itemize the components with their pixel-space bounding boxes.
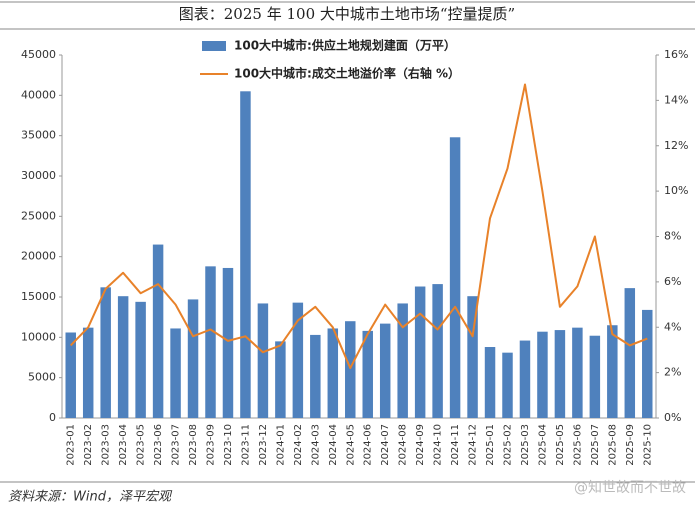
bar [187,299,199,418]
bar [257,303,269,418]
bar [170,328,181,418]
bar [222,267,234,418]
y-tick-label: 15000 [21,290,56,303]
bar [572,327,583,418]
legend-swatch [202,41,226,51]
y-tick-label: 45000 [21,48,56,61]
bar [152,244,164,418]
y2-tick-label: 12% [664,139,688,152]
bar [502,352,513,418]
x-tick-label: 2024-02 [293,424,304,466]
bar [205,266,216,418]
y2-tick-label: 4% [664,320,681,333]
x-tick-label: 2024-12 [468,424,479,466]
x-tick-label: 2024-11 [450,424,461,466]
bar [379,323,391,418]
bar [537,331,548,418]
x-tick-label: 2024-06 [363,424,374,466]
x-tick-label: 2023-04 [118,424,129,466]
y-tick-label: 35000 [21,129,56,142]
x-tick-label: 2025-04 [537,424,548,466]
bar [345,321,356,418]
y2-tick-label: 10% [664,184,688,197]
x-tick-label: 2023-08 [188,424,199,466]
x-tick-label: 2025-03 [520,424,531,466]
bar [519,340,531,418]
x-tick-label: 2025-01 [485,424,496,466]
chart-title: 图表：2025 年 100 大中城市土地市场“控量提质” [179,5,515,23]
x-tick-label: 2024-04 [328,424,339,466]
bar [135,301,146,418]
bar [554,330,566,418]
x-tick-label: 2023-05 [136,424,147,466]
bar [484,347,496,418]
bar [310,334,321,418]
bar [327,328,339,418]
x-tick-label: 2025-07 [590,424,601,466]
y-tick-label: 30000 [21,169,56,182]
bar [362,330,373,418]
bar [414,286,426,418]
x-tick-label: 2025-09 [625,424,636,466]
x-tick-label: 2025-10 [642,424,653,466]
y2-tick-label: 0% [664,411,681,424]
x-tick-label: 2023-06 [153,424,164,466]
bar [397,303,408,418]
x-tick-label: 2024-10 [433,424,444,466]
x-tick-label: 2025-08 [607,424,618,466]
x-tick-label: 2025-05 [555,424,566,466]
bar [275,341,286,418]
line [69,83,648,370]
legend-label: 100大中城市:成交土地溢价率（右轴 %） [234,66,460,81]
source: 资料来源：Wind，泽平宏观 [8,489,173,505]
watermark: @知世故而不世故 [574,479,686,496]
y-tick-label: 20000 [21,250,56,263]
x-tick-label: 2024-03 [310,424,321,466]
y2-tick-label: 8% [664,230,681,243]
x-tick-label: 2024-09 [415,424,426,466]
bar [65,332,76,418]
x-tick-label: 2023-02 [83,424,94,466]
bar [292,302,304,418]
bar [117,296,129,418]
y-tick-label: 0 [49,411,56,424]
y2-tick-label: 2% [664,366,681,379]
y-tick-label: 25000 [21,209,56,222]
bar [467,296,478,418]
bar [642,309,653,418]
x-tick-label: 2023-07 [171,424,182,466]
y2-tick-label: 16% [664,48,688,61]
bar [624,288,636,418]
bar [100,287,111,418]
x-tick-label: 2024-05 [345,424,356,466]
x-tick-label: 2024-07 [380,424,391,466]
y2-tick-label: 6% [664,275,681,288]
bar [449,137,461,418]
x-tick-label: 2023-01 [66,424,77,466]
bar [82,327,94,418]
bar [607,325,618,418]
y2-tick-label: 14% [664,93,688,106]
y-tick-label: 10000 [21,330,56,343]
y-tick-label: 5000 [28,371,56,384]
bar [589,335,601,418]
x-tick-label: 2025-06 [572,424,583,466]
x-tick-label: 2023-09 [206,424,217,466]
x-tick-label: 2023-11 [240,424,251,466]
bar [240,91,251,419]
x-tick-label: 2024-08 [398,424,409,466]
x-tick-label: 2023-12 [258,424,269,466]
bar [432,284,443,418]
legend-label: 100大中城市:供应土地规划建面（万平） [234,38,456,53]
x-tick-label: 2024-01 [275,424,286,466]
x-tick-label: 2023-10 [223,424,234,466]
x-tick-label: 2025-02 [503,424,514,466]
x-tick-label: 2023-03 [101,424,112,466]
y-tick-label: 40000 [21,88,56,101]
